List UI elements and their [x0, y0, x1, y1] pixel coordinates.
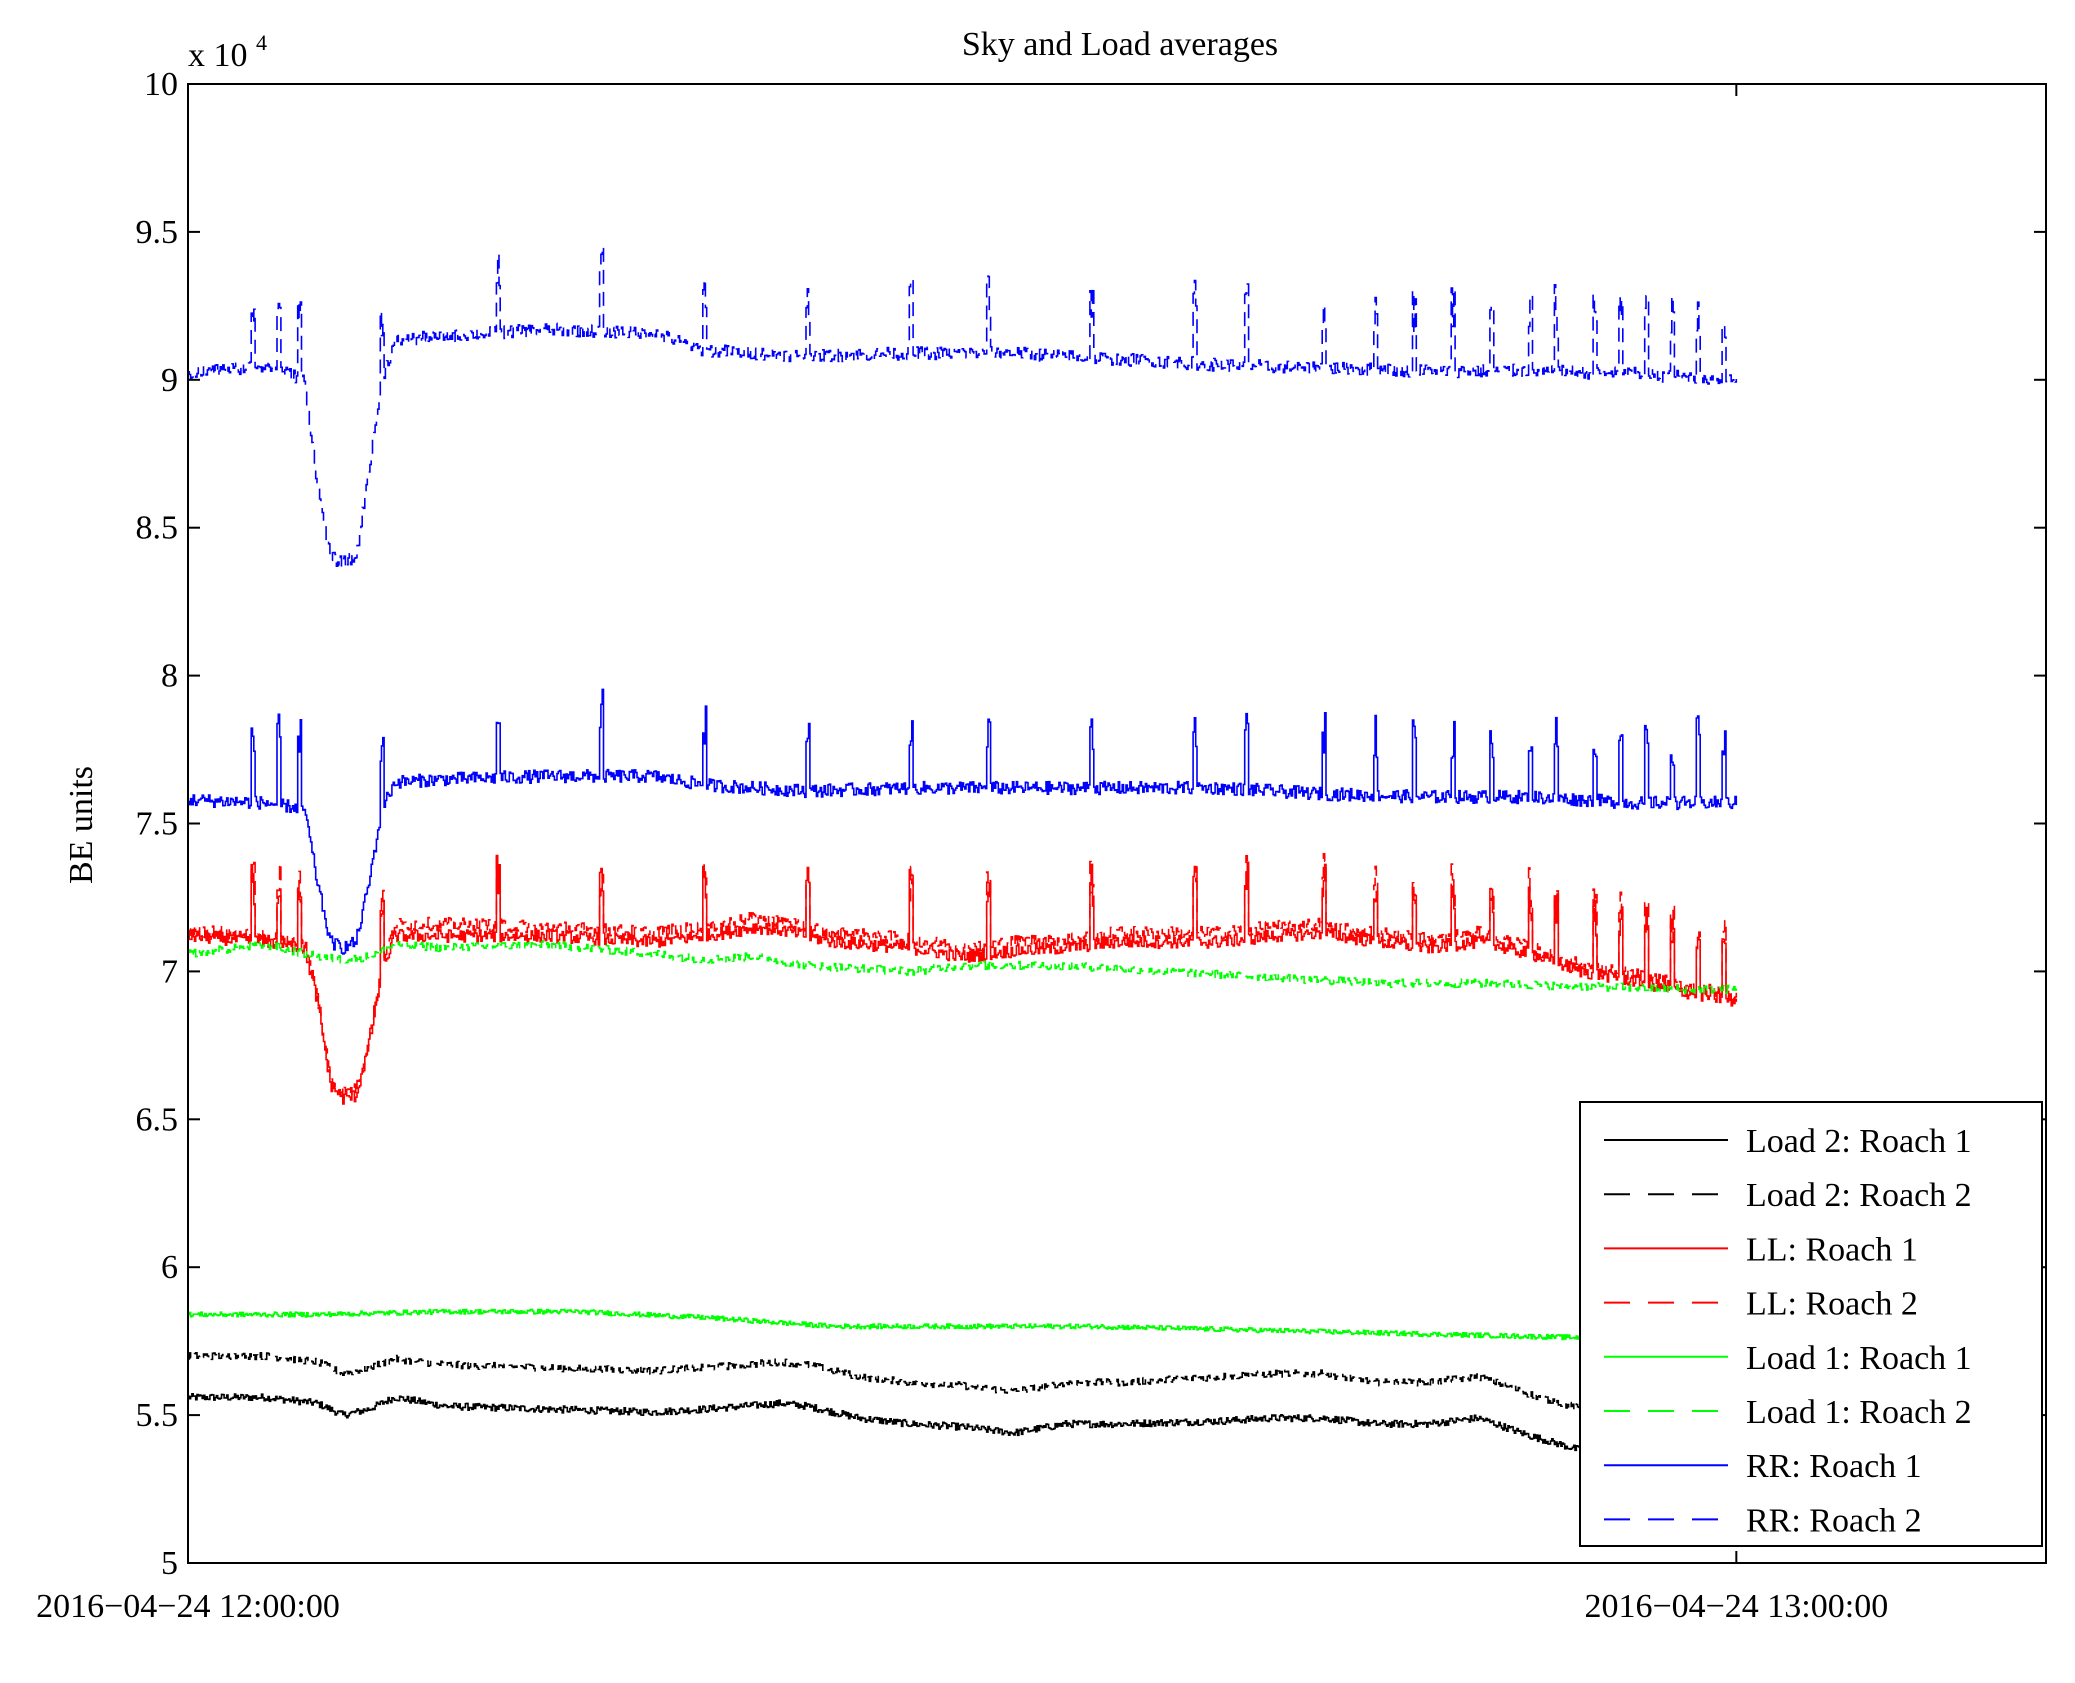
series-line-ll-roach-2 — [188, 853, 1738, 1100]
y-tick-label: 7.5 — [136, 806, 179, 843]
x-tick-label: 2016−04−24 12:00:00 — [36, 1588, 340, 1625]
y-tick-label: 8.5 — [136, 510, 179, 547]
legend-label: RR: Roach 2 — [1746, 1502, 1922, 1539]
series-line-rr-roach-1 — [188, 688, 1738, 955]
y-tick-label: 5.5 — [136, 1397, 179, 1434]
series-line-rr-roach-2 — [188, 245, 1738, 570]
legend-box — [1579, 1101, 2043, 1547]
legend-entries: Load 2: Roach 1 Load 2: Roach 2 LL: Roach … — [1604, 1123, 1972, 1539]
legend-label: RR: Roach 1 — [1746, 1448, 1922, 1485]
legend-label: LL: Roach 2 — [1746, 1286, 1918, 1323]
y-tick-label: 6 — [161, 1249, 178, 1286]
y-tick-label: 7 — [161, 953, 178, 990]
y-axis: 5 5.5 6 6.5 7 7.5 8 8.5 9 9.5 10 — [136, 66, 2046, 1582]
y-axis-label: BE units — [63, 766, 100, 884]
legend-label: Load 1: Roach 2 — [1746, 1394, 1972, 1431]
series-line-load-2-roach-1 — [188, 1393, 1738, 1473]
legend-label: Load 2: Roach 2 — [1746, 1177, 1972, 1214]
y-exponent-power: 4 — [256, 30, 267, 55]
y-tick-label: 10 — [144, 66, 178, 103]
y-tick-label: 9 — [161, 362, 178, 399]
chart-title: Sky and Load averages — [962, 26, 1278, 63]
y-exponent: x 10 4 — [188, 30, 267, 74]
y-tick-label: 8 — [161, 658, 178, 695]
series-line-load-1-roach-2 — [188, 940, 1738, 994]
y-tick-label: 9.5 — [136, 214, 179, 251]
x-axis: 2016−04−24 12:00:00 2016−04−24 13:00:00 — [36, 84, 1888, 1625]
series-layer — [188, 245, 1738, 1473]
x-tick-label: 2016−04−24 13:00:00 — [1584, 1588, 1888, 1625]
series-line-load-1-roach-1 — [188, 1308, 1738, 1344]
y-tick-label: 5 — [161, 1545, 178, 1582]
legend-label: Load 2: Roach 1 — [1746, 1123, 1972, 1160]
y-exponent-base: x 10 — [188, 37, 248, 74]
y-tick-label: 6.5 — [136, 1101, 179, 1138]
legend-label: LL: Roach 1 — [1746, 1231, 1918, 1268]
legend: Load 2: Roach 1 Load 2: Roach 2 LL: Roach … — [1579, 1101, 2043, 1547]
legend-label: Load 1: Roach 1 — [1746, 1340, 1972, 1377]
